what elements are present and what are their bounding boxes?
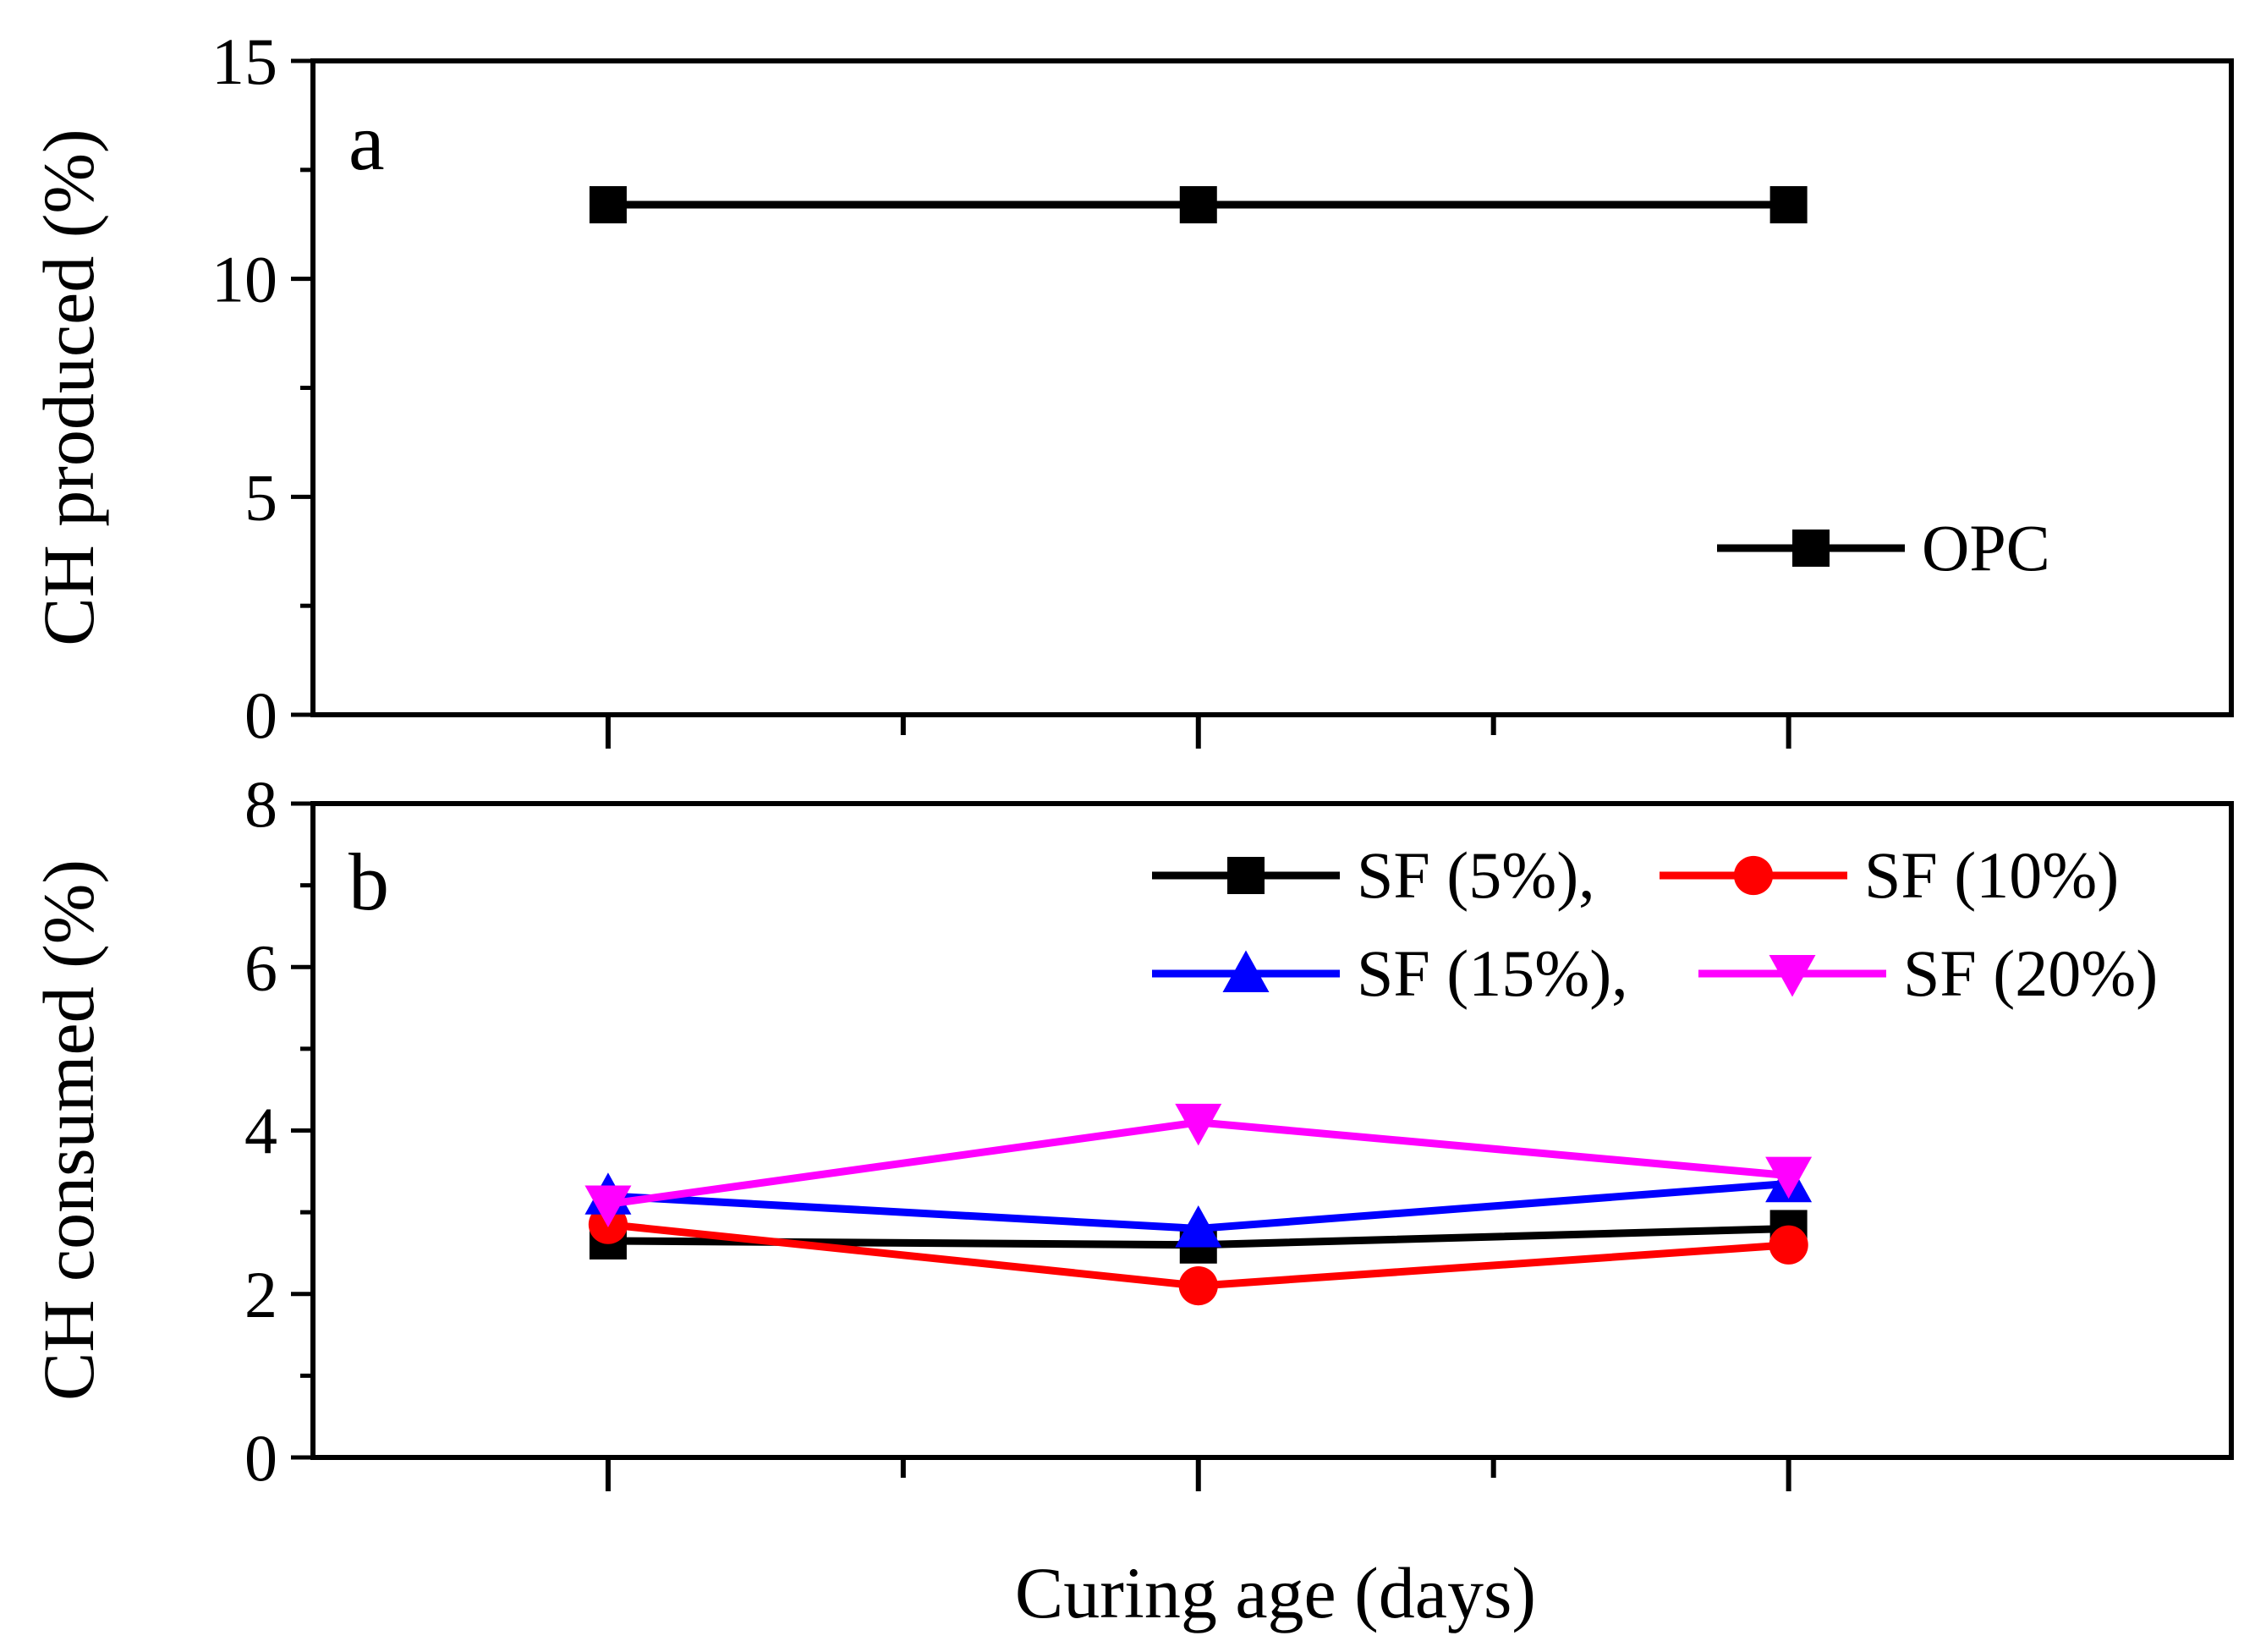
- panel-b-y-axis: 0 2 4 6 8: [244, 767, 313, 1495]
- panel-a-point-opc: [1179, 186, 1217, 224]
- panel-b-legend-marker-sf-5: [1227, 857, 1265, 894]
- panel-b-legend-label-sf-20: SF (20%): [1903, 936, 2158, 1010]
- panel-a-series-opc: [589, 186, 1808, 224]
- panel-b-legend-label-sf-15: SF (15%),: [1357, 936, 1628, 1010]
- panel-b-legend: SF (5%), SF (10%) SF (15%), SF (20%): [1152, 838, 2158, 1010]
- panel-a-point-opc: [1769, 186, 1808, 224]
- panel-b-y-tick-label: 0: [244, 1421, 277, 1495]
- panel-a-y-tick-label: 10: [211, 243, 277, 316]
- panel-a-legend-label-opc: OPC: [1922, 511, 2050, 585]
- panel-b-point-sf-15: [1175, 1205, 1222, 1248]
- panel-b-x-axis: [605, 1457, 1791, 1491]
- panel-a: 0 5 10 15 a CH produced (%) OPC: [28, 25, 2234, 752]
- panel-b-legend-marker-sf-10: [1733, 855, 1774, 896]
- panel-a-y-tick-label: 15: [211, 25, 277, 98]
- panel-b-legend-marker-sf-15: [1222, 950, 1270, 992]
- panel-a-point-opc: [589, 186, 627, 224]
- panel-b-y-axis-title: CH consumed (%): [28, 859, 109, 1401]
- panel-a-label: a: [348, 96, 385, 187]
- panel-a-frame: [310, 58, 2234, 717]
- panel-b-label: b: [348, 837, 389, 927]
- panel-b-y-tick-label: 8: [244, 767, 277, 841]
- panel-b-legend-item-sf-15: SF (15%),: [1152, 936, 1628, 1010]
- panel-b-series: [584, 1103, 1813, 1306]
- panel-b-legend-label-sf-10: SF (10%): [1864, 838, 2119, 912]
- panel-b-y-tick-label: 2: [244, 1258, 277, 1331]
- panel-a-y-axis-title: CH produced (%): [28, 129, 109, 645]
- panel-a-x-axis: [605, 715, 1791, 749]
- panel-b-point-sf-20: [584, 1185, 632, 1227]
- panel-b-point-sf-10: [1769, 1225, 1808, 1265]
- panel-b-y-tick-label: 4: [244, 1095, 277, 1168]
- panel-b-point-sf-20: [1175, 1103, 1222, 1146]
- panel-b-legend-item-sf-20: SF (20%): [1698, 936, 2158, 1010]
- panel-a-legend-item-opc: OPC: [1717, 511, 2050, 585]
- panel-b: 0 2 4 6 8 b CH consumed (%) SF (5%), SF (10%)…: [28, 767, 2234, 1495]
- panel-a-legend: OPC: [1717, 511, 2050, 585]
- x-axis-title: Curing age (days): [1015, 1552, 1536, 1633]
- panel-b-legend-item-sf-5: SF (5%),: [1152, 838, 1595, 912]
- panel-b-legend-marker-sf-20: [1769, 955, 1816, 997]
- panel-b-y-tick-label: 6: [244, 930, 277, 1004]
- panel-a-series: [589, 186, 1808, 224]
- panel-a-legend-marker-opc: [1792, 530, 1830, 567]
- panel-b-series-sf-20: [584, 1103, 1813, 1227]
- panel-a-y-axis: 0 5 10 15: [211, 25, 313, 752]
- panel-b-point-sf-20: [1765, 1156, 1813, 1199]
- panel-a-y-tick-label: 0: [244, 678, 277, 752]
- panel-b-legend-label-sf-5: SF (5%),: [1357, 838, 1595, 912]
- panel-a-y-tick-label: 5: [244, 460, 277, 534]
- panel-b-point-sf-10: [1178, 1265, 1218, 1306]
- panel-b-series-sf-10: [588, 1205, 1808, 1306]
- panel-b-legend-item-sf-10: SF (10%): [1660, 838, 2119, 912]
